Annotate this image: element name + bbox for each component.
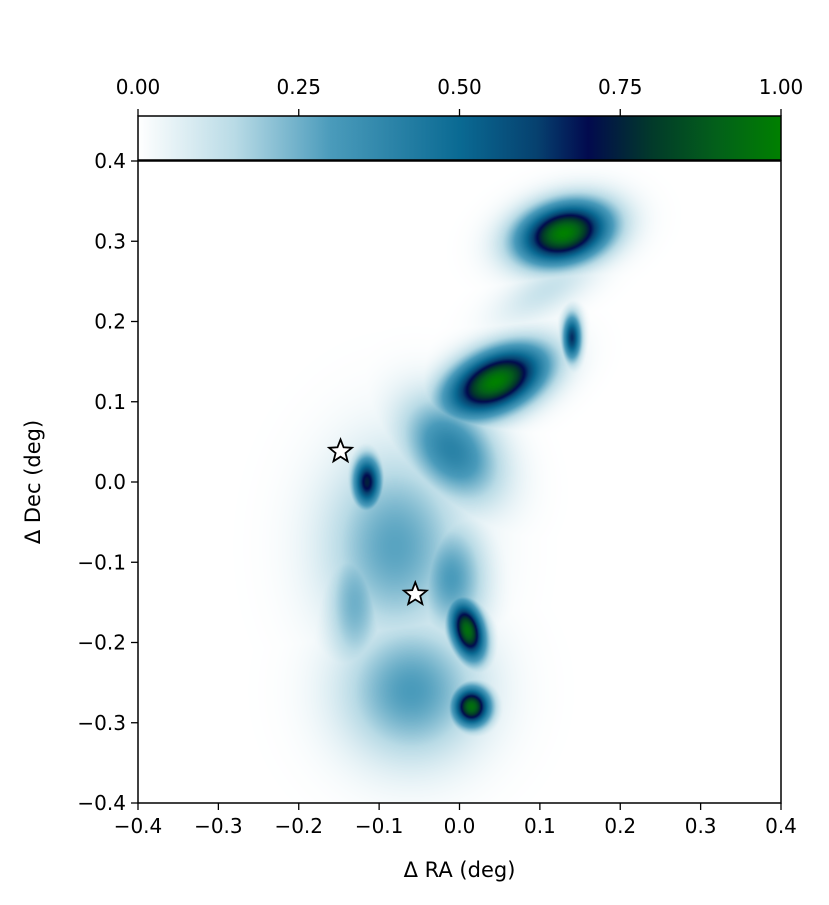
x-tick-label: 0.2 bbox=[604, 814, 636, 838]
colorbar-gradient bbox=[138, 116, 781, 160]
y-tick-label: −0.2 bbox=[77, 631, 126, 655]
x-tick-label: 0.1 bbox=[524, 814, 556, 838]
colorbar: 0.00 0.25 0.50 0.75 1.00 bbox=[116, 75, 804, 161]
colorbar-tick-label: 0.75 bbox=[598, 75, 643, 99]
x-tick-label: 0.3 bbox=[685, 814, 717, 838]
colorbar-tick-label: 0.25 bbox=[276, 75, 321, 99]
y-tick-label: 0.2 bbox=[94, 310, 126, 334]
y-tick-label: 0.3 bbox=[94, 229, 126, 253]
y-tick-label: −0.4 bbox=[77, 791, 126, 815]
y-tick-label: −0.1 bbox=[77, 550, 126, 574]
x-tick-label: 0.0 bbox=[444, 814, 476, 838]
y-tick-label: 0.1 bbox=[94, 390, 126, 414]
x-tick-label: −0.3 bbox=[194, 814, 243, 838]
x-axis-ticks: −0.4 −0.3 −0.2 −0.1 0.0 0.1 0.2 0.3 0.4 bbox=[114, 803, 797, 838]
x-tick-label: −0.1 bbox=[355, 814, 404, 838]
x-tick-label: −0.4 bbox=[114, 814, 163, 838]
x-axis-label: Δ RA (deg) bbox=[404, 858, 516, 882]
x-tick-label: −0.2 bbox=[274, 814, 323, 838]
marker-layer bbox=[326, 437, 430, 607]
colorbar-tick-label: 1.00 bbox=[759, 75, 804, 99]
y-axis-label: Δ Dec (deg) bbox=[21, 420, 45, 544]
star-marker bbox=[326, 437, 355, 464]
y-tick-label: 0.0 bbox=[94, 470, 126, 494]
y-tick-label: 0.4 bbox=[94, 149, 126, 173]
x-tick-label: 0.4 bbox=[765, 814, 797, 838]
y-tick-label: −0.3 bbox=[77, 711, 126, 735]
star-marker bbox=[401, 579, 430, 607]
colorbar-tick-label: 0.50 bbox=[437, 75, 482, 99]
plot-area bbox=[137, 160, 782, 804]
colorbar-ticks: 0.00 0.25 0.50 0.75 1.00 bbox=[116, 75, 804, 116]
y-axis-ticks: −0.4 −0.3 −0.2 −0.1 0.0 0.1 0.2 0.3 0.4 bbox=[77, 149, 138, 815]
colorbar-tick-label: 0.00 bbox=[116, 75, 161, 99]
intensity-map bbox=[138, 161, 781, 803]
